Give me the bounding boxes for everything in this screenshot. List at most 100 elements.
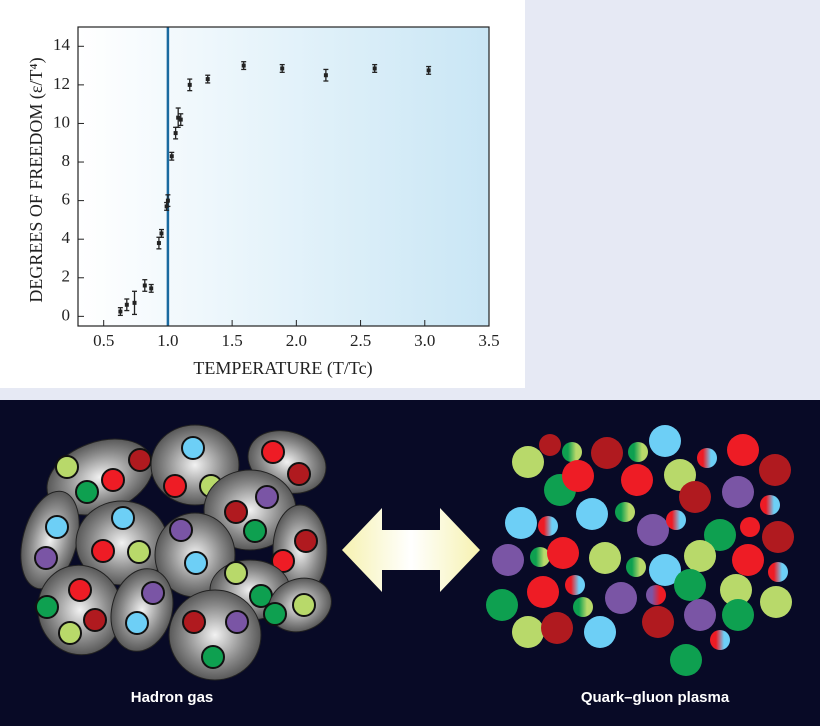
y-tick-label: 8: [62, 151, 71, 170]
free-quark: [562, 442, 582, 462]
free-quark: [697, 448, 717, 468]
free-quark: [679, 481, 711, 513]
free-quark: [768, 562, 788, 582]
quark: [182, 610, 206, 634]
x-tick-label: 1.0: [157, 331, 178, 350]
quark: [75, 480, 99, 504]
free-quark: [530, 547, 550, 567]
double-arrow: [342, 508, 480, 592]
free-quark: [649, 554, 681, 586]
quark: [91, 539, 115, 563]
y-tick-label: 10: [53, 112, 70, 131]
free-quark: [727, 434, 759, 466]
free-quark: [722, 599, 754, 631]
free-quark: [562, 460, 594, 492]
qgp-label: Quark–gluon plasma: [581, 689, 730, 706]
quark: [169, 518, 193, 542]
quark: [294, 529, 318, 553]
point: [426, 68, 431, 73]
point: [372, 66, 377, 71]
free-quark: [684, 540, 716, 572]
quark: [83, 608, 107, 632]
point: [169, 154, 174, 159]
quark: [292, 593, 316, 617]
point: [241, 63, 246, 68]
point: [323, 73, 328, 78]
quark: [125, 611, 149, 635]
quark: [181, 436, 205, 460]
y-tick-label: 12: [53, 74, 70, 93]
y-axis-label: DEGREES OF FREEDOM (ε/T⁴): [26, 57, 47, 302]
free-quark: [584, 616, 616, 648]
y-tick-label: 4: [62, 228, 71, 247]
illustration: Hadron gas Quark–gluon plasma: [20, 424, 794, 706]
quark: [45, 515, 69, 539]
point: [176, 115, 181, 120]
point: [159, 231, 164, 236]
x-tick-label: 2.5: [350, 331, 371, 350]
point: [142, 283, 147, 288]
free-quark: [666, 510, 686, 530]
free-quark: [762, 521, 794, 553]
quark: [34, 546, 58, 570]
free-quark: [646, 585, 666, 605]
point: [178, 117, 183, 122]
free-quark: [670, 644, 702, 676]
free-quark: [621, 464, 653, 496]
quark: [271, 549, 295, 573]
free-quark: [615, 502, 635, 522]
y-tick-label: 14: [53, 35, 71, 54]
x-tick-label: 2.0: [286, 331, 307, 350]
free-quark: [527, 576, 559, 608]
point: [118, 309, 123, 314]
free-quark: [760, 586, 792, 618]
point: [205, 77, 210, 82]
y-tick-label: 0: [62, 305, 71, 324]
point: [280, 66, 285, 71]
free-quark: [539, 434, 561, 456]
free-quark: [547, 537, 579, 569]
quark: [224, 561, 248, 585]
quark: [184, 551, 208, 575]
free-quark: [704, 519, 736, 551]
quark: [58, 621, 82, 645]
x-tick-label: 0.5: [93, 331, 114, 350]
free-quark: [760, 495, 780, 515]
free-quark: [576, 498, 608, 530]
quark: [243, 519, 267, 543]
free-quark: [538, 516, 558, 536]
free-quark: [674, 569, 706, 601]
free-quark: [573, 597, 593, 617]
quark: [263, 602, 287, 626]
quark: [111, 506, 135, 530]
point: [149, 286, 154, 291]
point: [156, 241, 161, 246]
free-quark: [565, 575, 585, 595]
free-quark: [740, 517, 760, 537]
free-quark: [732, 544, 764, 576]
free-quark: [589, 542, 621, 574]
free-quark: [605, 582, 637, 614]
free-quark: [720, 574, 752, 606]
quark: [287, 462, 311, 486]
free-quark: [684, 599, 716, 631]
hadron-gas-label: Hadron gas: [131, 689, 214, 706]
y-tick-label: 6: [62, 190, 71, 209]
free-quark: [649, 425, 681, 457]
free-quark: [505, 507, 537, 539]
free-quark: [492, 544, 524, 576]
plot-area: [78, 27, 489, 326]
quark: [224, 500, 248, 524]
x-tick-label: 1.5: [222, 331, 243, 350]
free-quark: [512, 446, 544, 478]
point: [173, 131, 178, 136]
free-quark: [591, 437, 623, 469]
free-quark: [512, 616, 544, 648]
point: [165, 198, 170, 203]
x-tick-label: 3.5: [478, 331, 499, 350]
free-quark: [626, 557, 646, 577]
free-quark: [637, 514, 669, 546]
free-quark: [722, 476, 754, 508]
quark: [101, 468, 125, 492]
quark: [201, 645, 225, 669]
